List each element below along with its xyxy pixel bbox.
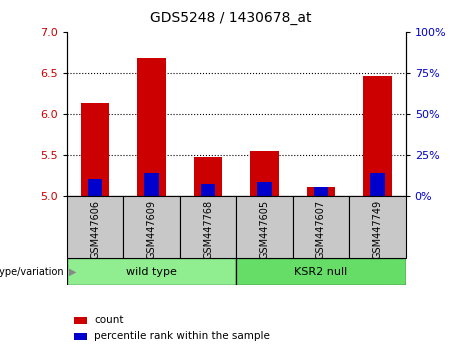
Text: GSM447606: GSM447606: [90, 200, 100, 258]
Text: count: count: [94, 315, 124, 325]
Text: GSM447605: GSM447605: [260, 200, 270, 259]
Bar: [363, 76, 391, 196]
Text: wild type: wild type: [126, 267, 177, 277]
Bar: [88, 179, 102, 196]
Text: KSR2 null: KSR2 null: [294, 267, 348, 277]
Bar: [349, 196, 406, 258]
Bar: [67, 196, 123, 258]
Bar: [137, 58, 165, 196]
Bar: [74, 333, 87, 340]
Bar: [74, 317, 87, 324]
Text: GSM447749: GSM447749: [372, 200, 383, 259]
Bar: [250, 151, 278, 196]
Bar: [180, 196, 236, 258]
Bar: [370, 173, 384, 196]
Text: genotype/variation: genotype/variation: [0, 267, 65, 277]
Bar: [81, 103, 109, 196]
Bar: [67, 258, 236, 285]
Text: GSM447768: GSM447768: [203, 200, 213, 259]
Bar: [236, 258, 406, 285]
Bar: [293, 196, 349, 258]
Bar: [236, 196, 293, 258]
Text: GSM447609: GSM447609: [147, 200, 157, 258]
Bar: [314, 187, 328, 196]
Bar: [201, 184, 215, 196]
Text: GSM447607: GSM447607: [316, 200, 326, 259]
Bar: [257, 182, 272, 196]
Bar: [194, 157, 222, 196]
Text: GDS5248 / 1430678_at: GDS5248 / 1430678_at: [150, 11, 311, 25]
Text: ▶: ▶: [69, 267, 77, 277]
Bar: [144, 173, 159, 196]
Bar: [307, 187, 335, 196]
Text: percentile rank within the sample: percentile rank within the sample: [94, 331, 270, 341]
Bar: [123, 196, 180, 258]
